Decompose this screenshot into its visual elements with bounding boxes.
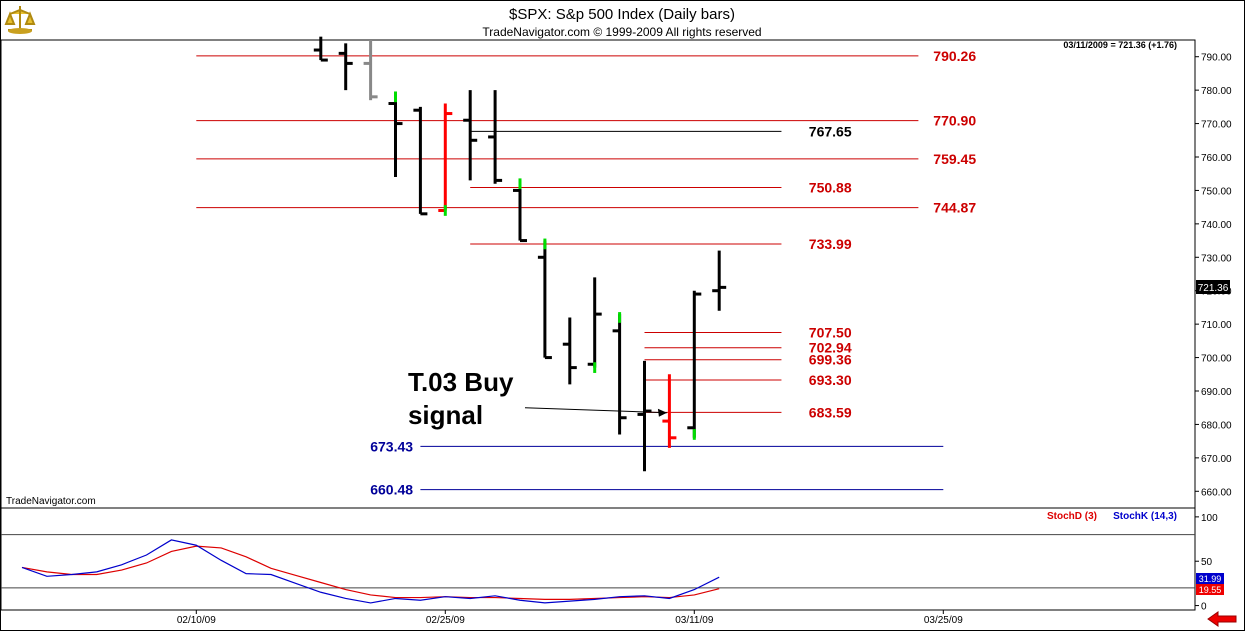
- level-label-767.65: 767.65: [809, 123, 852, 139]
- level-label-750.88: 750.88: [809, 179, 852, 195]
- price-axis-label: 730.00: [1201, 253, 1232, 264]
- scroll-left-arrow-icon[interactable]: [1207, 611, 1237, 627]
- last-price-readout: 03/11/2009 = 721.36 (+1.76): [1063, 40, 1177, 50]
- stochastic-axis[interactable]: 100 50 0: [1195, 513, 1218, 613]
- level-label-770.90: 770.90: [933, 113, 976, 129]
- level-label-707.50: 707.50: [809, 325, 852, 341]
- legend-stoch-k: StochK (14,3): [1113, 511, 1177, 522]
- price-bar: [662, 374, 677, 448]
- price-axis-label: 740.00: [1201, 220, 1232, 231]
- price-bar: [513, 180, 527, 243]
- price-axis-label: 700.00: [1201, 354, 1232, 365]
- level-label-790.26: 790.26: [933, 48, 976, 64]
- stoch-k-readout: 31.99: [1196, 573, 1224, 584]
- date-axis[interactable]: 02/10/09 02/25/09 03/11/09 03/25/09: [177, 610, 963, 626]
- stoch-d-readout: 19.55: [1196, 584, 1224, 595]
- date-axis-label: 03/25/09: [924, 615, 963, 626]
- date-axis-label: 03/11/09: [675, 615, 714, 626]
- price-axis-label: 750.00: [1201, 186, 1232, 197]
- logo-icon[interactable]: [4, 2, 37, 36]
- price-bar: [562, 317, 577, 385]
- price-axis-label: 770.00: [1201, 120, 1232, 131]
- current-price-label: 721.36: [1196, 280, 1230, 294]
- buy-signal-arrow-line: [524, 407, 667, 414]
- price-bar: [363, 40, 378, 101]
- stoch-axis-label: 100: [1201, 513, 1218, 524]
- stochastic-plot: [1, 534, 1195, 604]
- stoch-d-value: 19.55: [1199, 585, 1222, 595]
- price-bar: [388, 96, 403, 178]
- buy-signal-text-line: T.03 Buy: [408, 367, 514, 397]
- level-label-759.45: 759.45: [933, 151, 976, 167]
- chart-title: $SPX: S&p 500 Index (Daily bars): [509, 6, 735, 23]
- buy-signal-arrowhead: [657, 408, 667, 417]
- price-axis-label: 710.00: [1201, 320, 1232, 331]
- price-bar: [712, 250, 727, 311]
- date-axis-label: 02/10/09: [177, 615, 216, 626]
- level-label-733.99: 733.99: [809, 236, 852, 252]
- price-bar: [537, 240, 552, 360]
- price-axis-label: 690.00: [1201, 387, 1232, 398]
- stoch-axis-label: 50: [1201, 557, 1213, 568]
- buy-signal-text-line: signal: [408, 400, 483, 430]
- price-axis-label: 670.00: [1201, 454, 1232, 465]
- stoch-axis-label: 0: [1201, 602, 1207, 613]
- price-bar: [338, 43, 353, 91]
- price-bar: [687, 290, 702, 438]
- price-bar: [463, 90, 478, 181]
- level-label-699.36: 699.36: [809, 352, 852, 368]
- price-bar: [313, 36, 328, 62]
- date-axis-label: 02/25/09: [426, 615, 465, 626]
- price-axis-label: 760.00: [1201, 153, 1232, 164]
- price-plot: 790.26 770.90 767.65 759.45 750.88 744.87 733.…: [196, 36, 976, 498]
- price-bar: [488, 90, 503, 184]
- level-label-693.30: 693.30: [809, 372, 852, 388]
- level-label-683.59: 683.59: [809, 404, 852, 420]
- stoch-series-k: [21, 539, 720, 604]
- price-bar: [637, 360, 652, 472]
- price-axis-label: 660.00: [1201, 487, 1232, 498]
- price-axis-label: 790.00: [1201, 53, 1232, 64]
- level-label-744.87: 744.87: [933, 200, 976, 216]
- level-label-660.48: 660.48: [370, 482, 413, 498]
- price-axis-label: 680.00: [1201, 420, 1232, 431]
- level-label-673.43: 673.43: [370, 438, 413, 454]
- legend-stoch-d: StochD (3): [1047, 511, 1097, 522]
- price-bar: [413, 106, 428, 216]
- price-axis-label: 780.00: [1201, 86, 1232, 97]
- current-price-value: 721.36: [1198, 283, 1229, 294]
- copyright-text: TradeNavigator.com © 1999-2009 All right…: [482, 25, 761, 39]
- stoch-k-value: 31.99: [1199, 574, 1222, 584]
- price-bar: [612, 314, 627, 435]
- watermark: TradeNavigator.com: [6, 496, 96, 507]
- level-label-702.94: 702.94: [809, 340, 852, 356]
- stochastic-panel[interactable]: [0, 507, 1196, 611]
